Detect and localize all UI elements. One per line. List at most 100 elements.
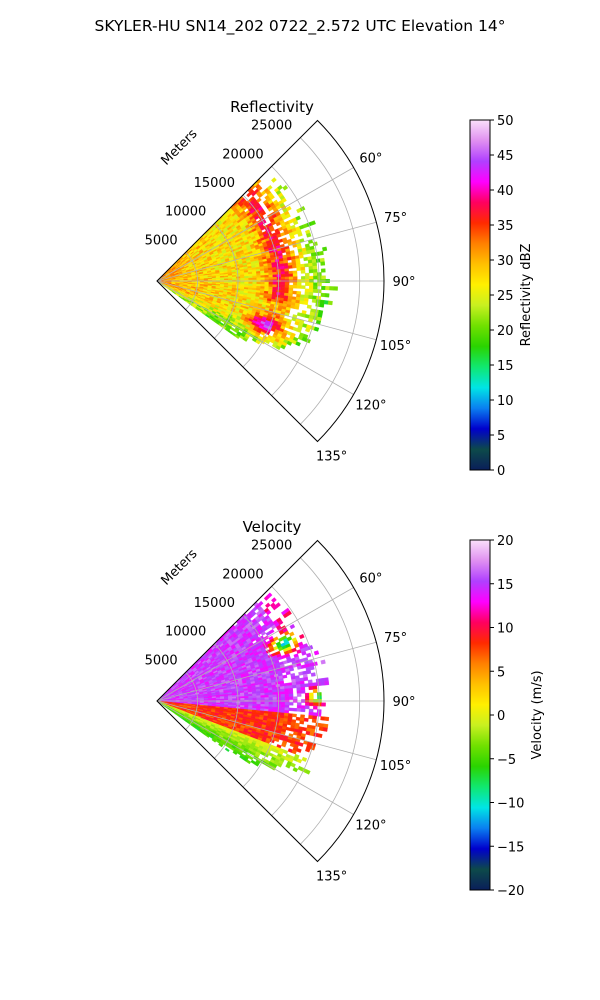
data-cell xyxy=(288,273,294,278)
data-cell xyxy=(296,285,302,289)
data-cell xyxy=(308,686,314,691)
data-cell xyxy=(300,285,306,289)
data-cell xyxy=(280,702,286,706)
data-cell xyxy=(290,304,296,309)
data-cell xyxy=(289,623,296,630)
data-cell xyxy=(300,266,306,271)
colorbar-tick-label: 0 xyxy=(497,709,505,724)
data-cell xyxy=(252,275,257,279)
data-cell xyxy=(308,692,314,697)
data-cell xyxy=(304,705,310,710)
data-cell xyxy=(280,696,286,700)
colorbar-tick-label: 10 xyxy=(497,394,514,409)
radial-tick-label: 25000 xyxy=(251,119,292,134)
data-cell xyxy=(264,692,269,696)
data-cell xyxy=(272,277,278,280)
data-cell xyxy=(333,286,338,291)
data-cell xyxy=(260,281,266,285)
data-cell xyxy=(309,275,314,280)
data-cell xyxy=(252,697,257,701)
colorbar-label: Reflectivity dBZ xyxy=(519,244,534,347)
data-cell xyxy=(264,701,270,705)
data-cell xyxy=(321,285,326,291)
data-cell xyxy=(284,282,290,286)
data-cell xyxy=(300,683,305,688)
data-cell xyxy=(304,263,309,268)
data-cell xyxy=(280,284,286,288)
colorbar-tick-label: 20 xyxy=(497,534,514,549)
data-cell xyxy=(300,689,306,694)
data-cell xyxy=(296,282,302,286)
velocity-data-layer xyxy=(158,592,330,775)
data-cell xyxy=(309,695,314,700)
data-cell xyxy=(305,276,310,280)
data-cell xyxy=(280,282,286,286)
data-cell xyxy=(288,702,294,706)
data-cell xyxy=(322,246,328,252)
data-cell xyxy=(296,705,302,709)
radial-tick-label: 5000 xyxy=(145,233,178,248)
data-cell xyxy=(312,712,318,717)
data-cell xyxy=(292,285,298,289)
data-cell xyxy=(282,674,288,679)
data-cell xyxy=(292,684,297,689)
radial-tick-label: 10000 xyxy=(165,205,206,220)
data-cell xyxy=(298,671,304,676)
data-cell xyxy=(313,275,318,280)
data-cell xyxy=(286,256,292,261)
data-cell xyxy=(268,284,274,288)
data-cell xyxy=(295,716,301,721)
data-cell xyxy=(292,713,297,718)
azimuth-tick-label: 90° xyxy=(392,275,415,290)
radial-axis-label: Meters xyxy=(159,546,201,588)
data-cell xyxy=(271,177,277,183)
data-cell xyxy=(304,692,310,697)
data-cell xyxy=(228,698,233,701)
data-cell xyxy=(317,733,323,739)
radial-tick-label: 20000 xyxy=(222,567,263,582)
data-cell xyxy=(325,286,330,291)
azimuth-tick-label: 90° xyxy=(392,695,415,710)
data-cell xyxy=(309,665,315,671)
data-cell xyxy=(292,264,297,269)
azimuth-tick-label: 75° xyxy=(384,211,407,226)
data-cell xyxy=(308,291,314,296)
data-cell xyxy=(324,293,330,298)
data-cell xyxy=(301,276,306,280)
data-cell xyxy=(318,250,324,256)
azimuth-tick-label: 60° xyxy=(359,152,382,167)
data-cell xyxy=(320,659,326,665)
data-cell xyxy=(264,277,270,281)
data-cell xyxy=(308,295,313,300)
data-cell xyxy=(289,234,295,240)
data-cell xyxy=(292,220,299,226)
figure-title: SKYLER-HU SN14_202 0722_2.572 UTC Elevat… xyxy=(95,17,506,36)
data-cell xyxy=(312,262,318,267)
colorbar-tick-label: 5 xyxy=(497,429,505,444)
data-cell xyxy=(284,284,290,289)
data-cell xyxy=(312,265,318,270)
data-cell xyxy=(268,277,274,281)
data-cell xyxy=(292,270,298,275)
data-cell xyxy=(280,704,286,708)
data-cell xyxy=(280,271,286,275)
data-cell xyxy=(256,275,261,279)
data-cell xyxy=(256,697,261,701)
data-cell xyxy=(312,269,318,274)
colorbar-tick-label: 25 xyxy=(497,289,514,304)
data-cell xyxy=(260,277,266,281)
data-cell xyxy=(281,197,287,204)
data-cell xyxy=(268,272,273,276)
colorbar-tick-label: 20 xyxy=(497,324,514,339)
data-cell xyxy=(288,265,293,269)
data-cell xyxy=(292,273,298,277)
radial-tick-label: 10000 xyxy=(165,625,206,640)
colorbar-tick-label: −15 xyxy=(497,840,524,855)
data-cell xyxy=(300,263,305,268)
radial-tick-label: 15000 xyxy=(194,596,235,611)
data-cell xyxy=(280,694,286,698)
data-cell xyxy=(294,305,300,310)
data-cell xyxy=(306,669,312,675)
data-cell xyxy=(272,704,278,708)
